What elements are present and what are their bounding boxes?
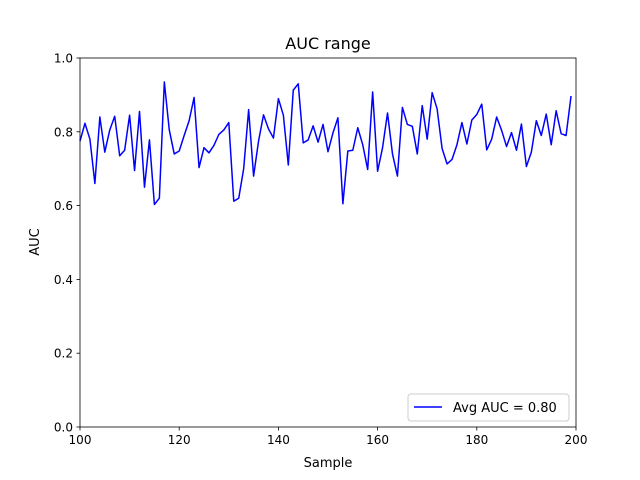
series-line-avg-auc (79, 81, 572, 206)
x-tick-label: 200 (565, 433, 588, 447)
x-axis: 100 120 140 160 180 200 (69, 427, 588, 447)
y-tick-label: 0.2 (54, 347, 73, 361)
y-axis: 0.0 0.2 0.4 0.6 0.8 1.0 (54, 52, 80, 435)
x-tick-label: 140 (267, 433, 290, 447)
plot-area (79, 57, 577, 428)
y-tick-label: 0.8 (54, 125, 73, 139)
legend-box (407, 393, 570, 422)
y-tick-label: 0.4 (54, 273, 73, 287)
legend: Avg AUC = 0.80 (407, 393, 570, 422)
x-tick-label: 100 (69, 433, 92, 447)
y-tick-label: 1.0 (54, 52, 73, 66)
x-axis-label: Sample (304, 456, 353, 471)
x-tick-label: 120 (168, 433, 191, 447)
x-tick-label: 160 (366, 433, 389, 447)
y-tick-label: 0.6 (54, 199, 73, 213)
y-tick-label: 0.0 (54, 421, 73, 435)
chart-title: AUC range (285, 34, 370, 53)
plot-frame (79, 57, 577, 428)
legend-entry: Avg AUC = 0.80 (453, 401, 557, 416)
y-axis-label: AUC (28, 228, 43, 256)
x-tick-label: 180 (465, 433, 488, 447)
